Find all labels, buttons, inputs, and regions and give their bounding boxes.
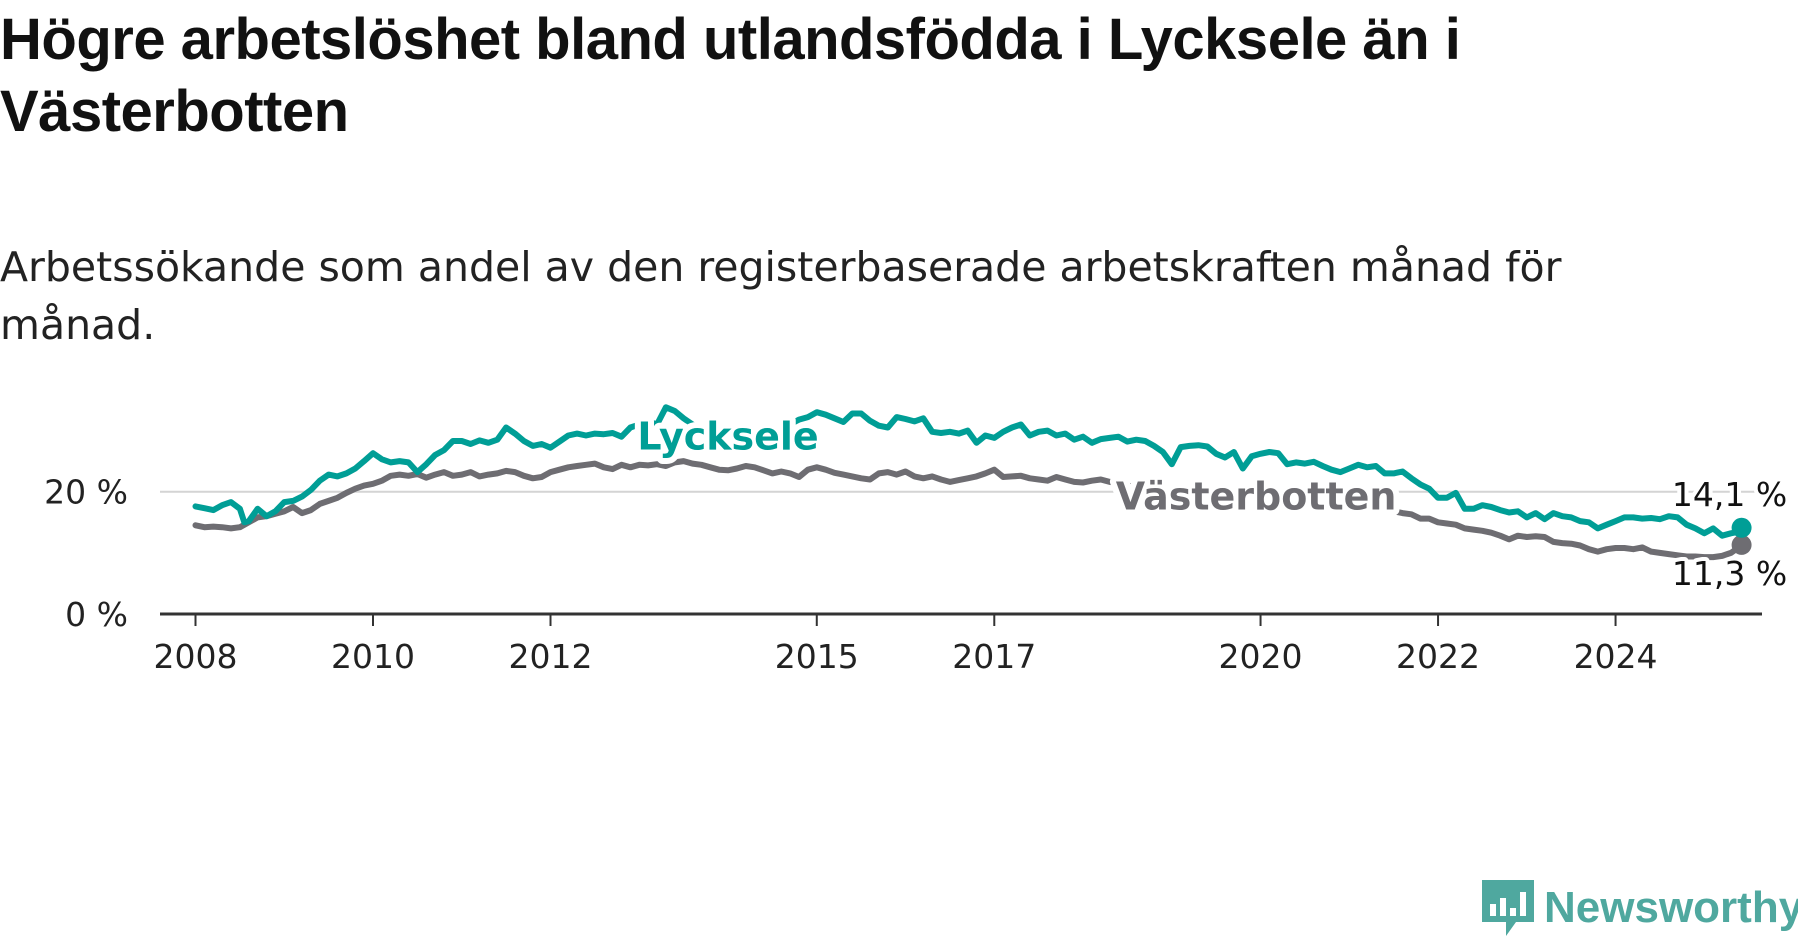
end-point-marker [1731, 517, 1752, 538]
series-lines [192, 404, 1752, 561]
x-tick-label: 2017 [952, 637, 1036, 676]
x-tick-label: 2010 [331, 637, 415, 676]
series-label-vasterbotten: Västerbotten [1116, 474, 1397, 518]
newsworthy-logo: Newsworthy [1478, 874, 1800, 944]
x-tick-label: 2012 [509, 637, 593, 676]
x-tick-label: 2015 [775, 637, 859, 676]
chart-title: Högre arbetslöshet bland utlandsfödda i … [0, 7, 1461, 144]
axes: 0 % 20 % 2008 2010 2012 2015 2017 2020 2022 2024 [44, 473, 1762, 676]
x-tick-label: 2020 [1219, 637, 1303, 676]
y-tick-label: 20 % [44, 473, 128, 512]
series-line-vsterbotten [192, 458, 1745, 561]
x-tick-label: 2008 [154, 637, 238, 676]
y-tick-label: 0 % [65, 595, 128, 634]
chart-subtitle: Arbetssökande som andel av den registerb… [0, 243, 1562, 349]
end-point-marker [1731, 534, 1752, 555]
x-tick-label: 2024 [1574, 637, 1658, 676]
series-line-lycksele [192, 404, 1745, 539]
brand-name: Newsworthy [1544, 883, 1798, 932]
newsworthy-logo-icon [1482, 880, 1534, 936]
series-label-lycksele: Lycksele [637, 414, 818, 458]
end-label-lycksele: 14,1 % [1672, 475, 1787, 514]
line-chart: 0 %20 %2008 2010 2012 2015 2017 2020 2022 2024 … [44, 404, 1791, 676]
end-label-vasterbotten: 11,3 % [1672, 554, 1787, 593]
series-labels: Lycksele Västerbotten 14,1 % 11,3 % [631, 408, 1791, 596]
x-tick-label: 2022 [1396, 637, 1480, 676]
